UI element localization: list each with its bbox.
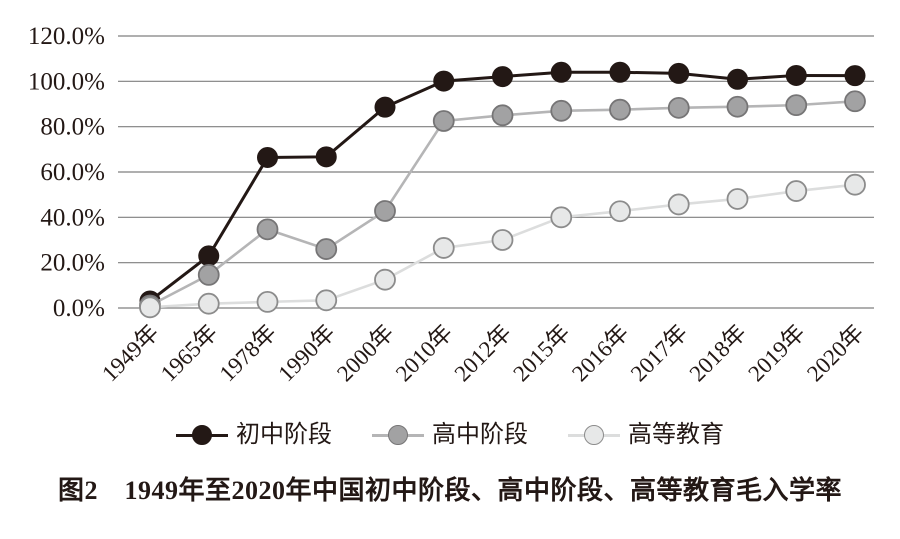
x-axis-tick-label: 2017年 (626, 320, 692, 386)
legend-item-senior-secondary: 高中阶段 (372, 423, 528, 447)
series-line-senior-secondary (149, 99, 856, 307)
data-point-higher-education (785, 180, 808, 202)
data-point-junior-secondary (433, 70, 455, 92)
y-axis-tick-label: 80.0% (40, 114, 105, 141)
data-point-higher-education (844, 173, 866, 196)
y-axis-tick-label: 100.0% (28, 68, 105, 95)
data-point-higher-education (256, 290, 279, 313)
data-point-junior-secondary (668, 62, 690, 84)
data-point-higher-education (315, 289, 338, 312)
x-axis-tick-label: 2018年 (685, 320, 751, 386)
data-point-higher-education (432, 237, 455, 259)
x-axis-tick-label: 2010年 (391, 320, 457, 386)
y-axis-tick-label: 60.0% (40, 159, 105, 186)
legend-marker-junior-secondary-icon (176, 424, 228, 446)
x-axis-tick-label: 2016年 (567, 320, 633, 386)
data-point-senior-secondary (315, 238, 338, 260)
data-point-senior-secondary (432, 110, 455, 132)
data-point-higher-education (139, 296, 161, 319)
data-point-junior-secondary (492, 66, 513, 88)
data-point-senior-secondary (667, 96, 690, 119)
y-axis-tick-label: 0.0% (53, 295, 105, 322)
data-point-junior-secondary (198, 245, 220, 267)
data-point-junior-secondary (844, 65, 866, 87)
data-point-senior-secondary (844, 90, 866, 113)
data-point-higher-education (667, 193, 690, 216)
data-point-senior-secondary (726, 95, 749, 118)
data-point-senior-secondary (550, 99, 573, 122)
legend-marker-senior-secondary-icon (372, 424, 424, 446)
data-point-junior-secondary (257, 146, 278, 168)
data-point-junior-secondary (785, 64, 807, 86)
y-axis-tick-label: 40.0% (40, 204, 105, 231)
figure-caption: 图2 1949年至2020年中国初中阶段、高中阶段、高等教育毛入学率 (57, 476, 842, 505)
data-point-senior-secondary (491, 104, 514, 127)
x-axis-tick-label: 1965年 (156, 320, 222, 386)
data-point-senior-secondary (609, 98, 631, 121)
data-point-higher-education (491, 229, 514, 251)
legend-label-higher-education: 高等教育 (628, 422, 724, 448)
x-axis-tick-label: 2012年 (450, 320, 516, 386)
data-point-higher-education (609, 200, 631, 223)
legend-label-junior-secondary: 初中阶段 (236, 422, 332, 448)
chart-legend: 初中阶段 高中阶段 高等教育 (0, 418, 900, 452)
data-point-junior-secondary (609, 61, 631, 83)
legend-marker-higher-education-icon (568, 424, 620, 446)
legend-label-senior-secondary: 高中阶段 (432, 422, 528, 448)
data-point-junior-secondary (374, 96, 396, 118)
x-axis-tick-label: 1949年 (97, 320, 163, 386)
x-axis-tick-label: 1990年 (273, 320, 339, 386)
x-axis-tick-label: 2000年 (332, 320, 398, 386)
legend-item-higher-education: 高等教育 (568, 423, 724, 447)
chart-svg: 0.0% 20.0% 40.0% 60.0% 80.0% 100.0% 120.0% 1949… (28, 23, 874, 386)
x-axis-tick-label: 1978年 (215, 320, 281, 386)
data-point-higher-education (550, 206, 573, 229)
y-axis-tick-label: 20.0% (40, 250, 105, 277)
data-point-junior-secondary (550, 61, 572, 83)
x-axis-tick-label: 2019年 (743, 320, 809, 386)
data-point-higher-education (197, 292, 220, 315)
data-point-senior-secondary (374, 200, 396, 222)
data-point-junior-secondary (315, 146, 337, 168)
legend-item-junior-secondary: 初中阶段 (176, 423, 332, 447)
x-axis-tick-label: 2015年 (508, 320, 574, 386)
data-point-senior-secondary (197, 264, 220, 286)
data-point-senior-secondary (785, 94, 808, 117)
data-point-senior-secondary (256, 218, 279, 241)
data-point-higher-education (726, 188, 749, 210)
data-point-higher-education (374, 268, 396, 291)
x-axis-tick-label: 2020年 (802, 320, 868, 386)
data-point-junior-secondary (727, 68, 748, 90)
y-axis-tick-label: 120.0% (28, 23, 105, 50)
